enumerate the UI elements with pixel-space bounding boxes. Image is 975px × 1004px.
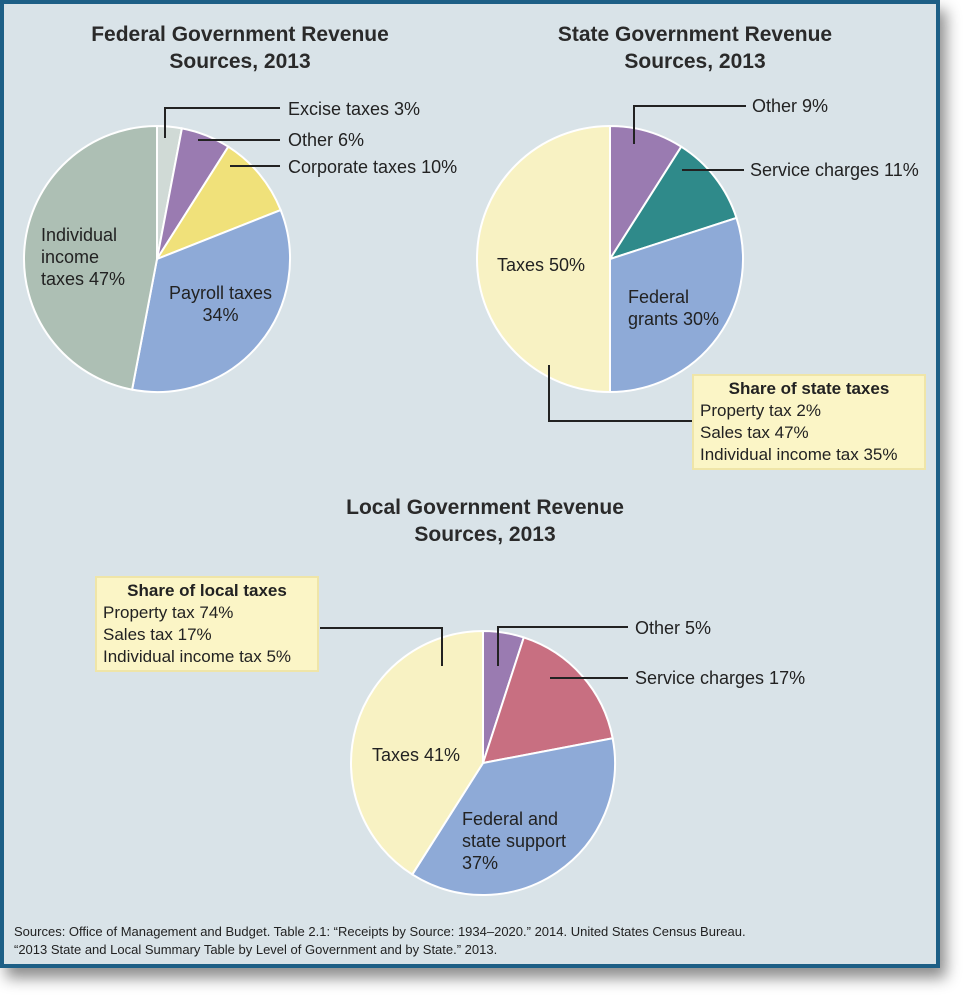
pie-slice-federal-grants xyxy=(609,216,744,394)
sources-note: Sources: Office of Management and Budget… xyxy=(14,924,746,957)
label-federal-grants: Federal grants 30% xyxy=(628,287,720,329)
local-title: Local Government Revenue Sources, 2013 xyxy=(346,496,624,546)
pie-slice-federal-and-state-support xyxy=(410,737,616,896)
label-state-other: Other 9% xyxy=(752,96,829,116)
label-fed-other: Other 6% xyxy=(288,130,365,150)
label-excise: Excise taxes 3% xyxy=(288,99,421,119)
federal-title: Federal Government Revenue Sources, 2013 xyxy=(91,23,389,73)
federal-pie xyxy=(23,124,291,393)
leader-local-other xyxy=(497,626,628,666)
label-state-service: Service charges 11% xyxy=(750,160,919,180)
pie-slice-service-charges xyxy=(481,636,614,765)
label-local-other: Other 5% xyxy=(635,618,712,638)
local-pie xyxy=(350,629,616,896)
label-local-federal: Federal and state support 37% xyxy=(462,809,567,873)
pie-slice-payroll-taxes xyxy=(130,208,291,393)
pie-slice-individual-income-taxes xyxy=(23,124,158,391)
pie-slice-taxes xyxy=(350,629,484,876)
label-state-taxes: Taxes 50% xyxy=(497,255,586,275)
pie-slice-corporate-taxes xyxy=(154,145,282,262)
pie-slice-taxes xyxy=(476,124,611,394)
leader-lines xyxy=(164,105,746,679)
state-tax-breakdown: Share of state taxes Property tax 2% Sale… xyxy=(692,374,926,470)
label-payroll: Payroll taxes 34% xyxy=(169,283,273,325)
state-pie xyxy=(476,124,744,394)
label-individual: Individual income taxes 47% xyxy=(41,225,126,289)
leader-state-taxes xyxy=(548,365,692,422)
local-tax-breakdown: Share of local taxes Property tax 74% Sal… xyxy=(95,576,319,672)
leader-state-other xyxy=(633,105,746,144)
state-title: State Government Revenue Sources, 2013 xyxy=(557,23,833,73)
label-local-service: Service charges 17% xyxy=(635,668,806,688)
leader-local-taxes xyxy=(320,627,443,666)
label-local-taxes: Taxes 41% xyxy=(372,745,461,765)
pie-slice-service-charges xyxy=(607,145,738,261)
leader-excise xyxy=(164,107,280,138)
label-corporate: Corporate taxes 10% xyxy=(288,157,458,177)
